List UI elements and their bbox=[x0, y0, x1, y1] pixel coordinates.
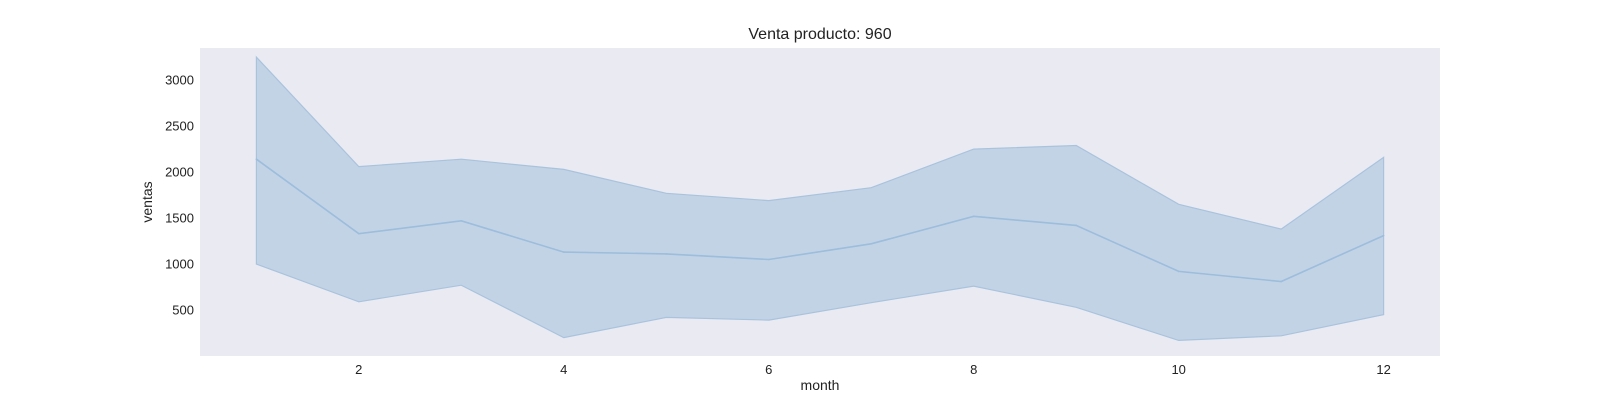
x-axis-ticks: 2 4 6 8 10 12 bbox=[355, 362, 1391, 377]
data-point bbox=[255, 158, 258, 160]
data-point bbox=[1075, 224, 1077, 227]
data-point bbox=[563, 251, 565, 253]
series-line-layer bbox=[255, 158, 1385, 283]
y-tick-label: 3000 bbox=[165, 73, 194, 88]
x-tick-label: 2 bbox=[355, 362, 362, 377]
x-tick-label: 4 bbox=[560, 362, 567, 377]
x-axis-label: month bbox=[801, 377, 840, 393]
x-tick-label: 8 bbox=[970, 362, 977, 377]
x-tick-label: 10 bbox=[1171, 362, 1185, 377]
data-point bbox=[665, 253, 668, 255]
series-line bbox=[255, 158, 1384, 283]
data-point bbox=[358, 232, 360, 235]
data-point bbox=[768, 258, 770, 261]
y-tick-label: 500 bbox=[172, 303, 194, 318]
x-tick-label: 12 bbox=[1376, 362, 1390, 377]
y-tick-label: 1500 bbox=[165, 211, 194, 226]
x-tick-label: 6 bbox=[765, 362, 772, 377]
data-point bbox=[972, 215, 975, 218]
data-point bbox=[870, 243, 872, 245]
y-tick-label: 1000 bbox=[165, 257, 194, 272]
y-tick-label: 2000 bbox=[165, 165, 194, 180]
data-point bbox=[1280, 280, 1282, 283]
data-point bbox=[460, 220, 463, 222]
confidence-band-layer bbox=[255, 55, 1385, 342]
chart-title: Venta producto: 960 bbox=[748, 26, 891, 43]
data-point bbox=[1382, 234, 1385, 237]
y-tick-label: 2500 bbox=[165, 119, 194, 134]
confidence-band bbox=[255, 55, 1385, 342]
data-point bbox=[1177, 270, 1180, 273]
y-axis-label: ventas bbox=[139, 181, 155, 222]
y-axis-ticks: 500 1000 1500 2000 2500 3000 bbox=[165, 73, 194, 318]
